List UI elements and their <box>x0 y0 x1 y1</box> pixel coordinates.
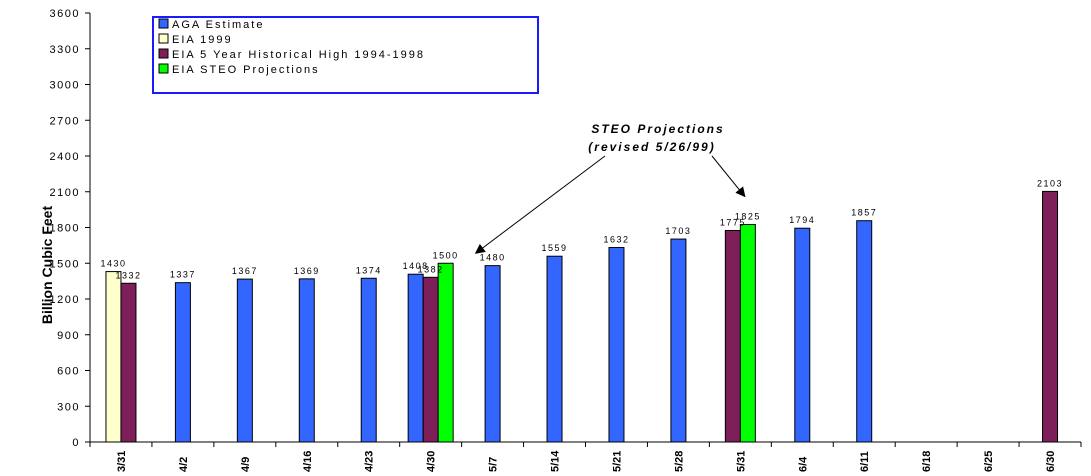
bar-aga-estimate-5-14 <box>546 255 563 443</box>
annotation: STEO Projections (revised 5/26/99) <box>474 122 746 254</box>
y-tick-label: 1500 <box>50 258 80 270</box>
data-label-aga-estimate-4-23: 1374 <box>356 265 382 275</box>
legend-label-eia-5-year-historical-high-1994-1998: EIA 5 Year Historical High 1994-1998 <box>172 49 425 61</box>
data-label-eia-5-year-historical-high-1994-1998-6-30: 2103 <box>1037 178 1063 188</box>
bar-eia-1999-3-31 <box>105 271 122 443</box>
legend-box <box>152 16 539 94</box>
data-label-aga-estimate-4-16: 1369 <box>294 266 320 276</box>
bars <box>105 190 1059 443</box>
bar-aga-estimate-4-30 <box>407 273 424 443</box>
bar-aga-estimate-4-16 <box>298 278 315 443</box>
bar-aga-estimate-4-2 <box>174 282 191 443</box>
y-tick-label: 2400 <box>50 151 80 163</box>
x-tick-label: 4/23 <box>364 451 376 472</box>
bar-aga-estimate-5-7 <box>484 265 501 443</box>
bar-eia-5-year-historical-high-1994-1998-3-31 <box>120 282 137 443</box>
data-label-eia-steo-projections-4-30: 1500 <box>433 250 459 260</box>
bar-eia-5-year-historical-high-1994-1998-6-30 <box>1042 190 1059 443</box>
y-tick-labels: 0 300 600 900 1200 1500 1800 2100 2400 2700 3000 33… <box>50 8 90 449</box>
annotation-arrow-right <box>711 155 746 198</box>
x-tick-label: 6/30 <box>1045 451 1057 472</box>
bar-aga-estimate-4-9 <box>236 278 253 443</box>
y-tick-label: 2100 <box>50 187 80 199</box>
x-tick-label: 5/31 <box>735 451 747 472</box>
legend-label-eia-1999: EIA 1999 <box>172 34 233 46</box>
data-label-aga-estimate-4-2: 1337 <box>170 270 196 280</box>
x-tick-label: 4/2 <box>178 457 190 472</box>
x-tick-labels: 3/31 4/2 4/9 4/16 4/23 4/30 5/7 5/14 5/21 5/28 5/3… <box>89 442 1082 472</box>
bar-aga-estimate-5-21 <box>608 247 625 443</box>
bar-aga-estimate-6-11 <box>856 220 873 443</box>
legend-swatch-aga-estimate <box>158 18 169 29</box>
y-tick-label: 3300 <box>50 44 80 56</box>
legend-label-aga-estimate: AGA Estimate <box>172 19 264 31</box>
bar-aga-estimate-4-23 <box>360 277 377 443</box>
data-label-aga-estimate-6-4: 1794 <box>789 215 815 225</box>
legend-swatch-eia-steo-projections <box>158 63 169 74</box>
x-tick-label: 4/30 <box>426 451 438 472</box>
data-label-aga-estimate-6-11: 1857 <box>851 208 877 218</box>
x-tick-label: 5/28 <box>673 451 685 472</box>
x-tick-label: 4/9 <box>240 457 252 472</box>
y-tick-label: 900 <box>57 330 80 342</box>
y-tick-label: 0 <box>72 437 80 449</box>
data-label-eia-5-year-historical-high-1994-1998-5-31: 1775 <box>720 217 746 227</box>
y-axis-label: Billion Cubic Feet <box>39 206 55 325</box>
data-label-aga-estimate-5-14: 1559 <box>542 243 568 253</box>
bar-aga-estimate-6-4 <box>794 227 811 443</box>
y-tick-label: 600 <box>57 366 80 378</box>
data-label-eia-steo-projections-5-31: 1825 <box>735 212 761 222</box>
x-tick-label: 5/21 <box>611 451 623 472</box>
x-tick-label: 6/11 <box>859 451 871 472</box>
y-tick-label: 2700 <box>50 115 80 127</box>
bar-eia-steo-projections-4-30 <box>437 262 454 443</box>
x-tick-label: 6/4 <box>797 456 809 472</box>
legend-swatch-eia-1999 <box>158 33 169 44</box>
legend-swatch-eia-5-year-historical-high-1994-1998 <box>158 48 169 59</box>
bar-eia-5-year-historical-high-1994-1998-4-30 <box>422 276 439 443</box>
data-label-aga-estimate-5-7: 1480 <box>480 253 506 263</box>
annotation-arrow-left <box>474 155 606 254</box>
data-label-aga-estimate-5-28: 1703 <box>665 226 691 236</box>
y-tick-label: 1200 <box>50 294 80 306</box>
y-tick-label: 1800 <box>50 223 80 235</box>
legend-label-eia-steo-projections: EIA STEO Projections <box>172 64 320 76</box>
y-tick-label: 3600 <box>50 8 80 20</box>
bar-eia-steo-projections-5-31 <box>739 224 756 443</box>
data-label-aga-estimate-4-9: 1367 <box>232 266 258 276</box>
bar-eia-5-year-historical-high-1994-1998-5-31 <box>724 229 741 443</box>
data-label-eia-5-year-historical-high-1994-1998-3-31: 1332 <box>115 270 141 280</box>
x-tick-label: 6/18 <box>921 451 933 472</box>
x-tick-label: 6/25 <box>983 451 995 472</box>
annotation-line-1: STEO Projections <box>591 122 724 136</box>
annotation-line-2: (revised 5/26/99) <box>588 140 715 154</box>
bar-aga-estimate-5-28 <box>670 238 687 443</box>
data-label-aga-estimate-5-21: 1632 <box>603 235 629 245</box>
data-label-eia-5-year-historical-high-1994-1998-4-30: 1382 <box>418 264 444 274</box>
data-label-eia-1999-3-31: 1430 <box>100 259 126 269</box>
data-label-aga-estimate-4-30: 1408 <box>403 261 429 271</box>
legend: AGA Estimate EIA 1999 EIA 5 Year Historica… <box>152 16 539 94</box>
x-tick-label: 3/31 <box>116 451 128 472</box>
y-tick-label: 300 <box>57 401 80 413</box>
x-tick-label: 5/14 <box>550 450 562 472</box>
x-tick-label: 5/7 <box>488 457 500 472</box>
y-tick-label: 3000 <box>50 80 80 92</box>
x-tick-label: 4/16 <box>302 451 314 472</box>
